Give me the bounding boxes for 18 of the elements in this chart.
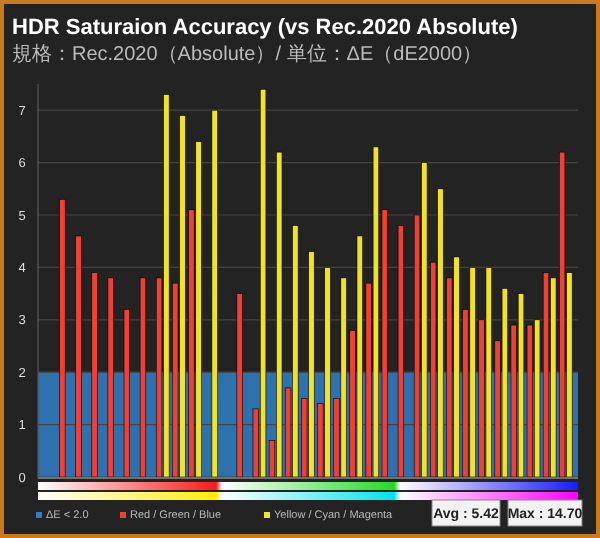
bar (123, 309, 130, 478)
bar (397, 225, 405, 478)
bar (542, 272, 550, 478)
bar (558, 151, 566, 478)
bar (195, 141, 202, 478)
chart-title: HDR Saturaion Accuracy (vs Rec.2020 Absolute) (12, 16, 519, 40)
bar (59, 198, 66, 478)
bar (259, 88, 267, 478)
bar (139, 277, 147, 478)
bar (75, 235, 82, 478)
bar (517, 293, 525, 478)
bar (91, 272, 98, 478)
bar (236, 293, 243, 478)
chart-subtitle: 規格：Rec.2020（Absolute）/ 単位：ΔE（dE2000） (12, 42, 483, 66)
bar (501, 288, 509, 478)
bar (372, 146, 380, 478)
bar (211, 109, 218, 478)
bar (107, 277, 114, 478)
